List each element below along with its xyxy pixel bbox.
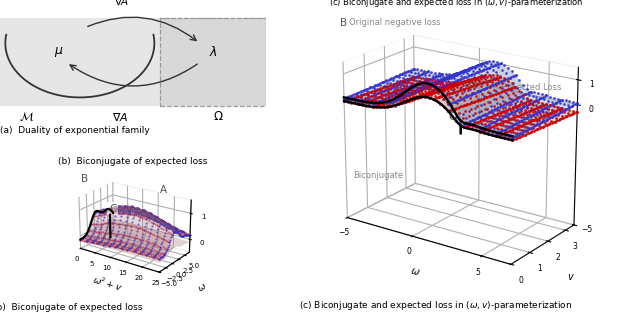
Y-axis label: $v$: $v$ [567,272,575,282]
Text: Biconjugate: Biconjugate [353,171,404,180]
Text: Expected Loss: Expected Loss [501,83,561,92]
Text: C: C [109,204,116,214]
Bar [160,18,266,106]
Text: $\nabla A$: $\nabla A$ [111,111,128,123]
Text: (b)  Biconjugate of expected loss: (b) Biconjugate of expected loss [58,157,208,166]
Text: $\mu$: $\mu$ [54,45,63,59]
Text: $\nabla A^*$: $\nabla A^*$ [115,0,136,8]
X-axis label: $\omega$: $\omega$ [409,266,421,278]
Y-axis label: $\omega$: $\omega$ [196,281,209,294]
Text: (c) Biconjugate and expected loss in $(\omega, v)$-parameterization: (c) Biconjugate and expected loss in $(\… [298,299,572,312]
Bar [160,18,266,106]
Text: Original negative loss: Original negative loss [349,18,441,27]
Text: $\mathcal{M}$: $\mathcal{M}$ [19,110,34,123]
Text: $\Omega$: $\Omega$ [213,110,223,123]
X-axis label: $\omega^2 + v$: $\omega^2 + v$ [91,273,124,294]
FancyBboxPatch shape [0,18,160,106]
Text: (b)  Biconjugate of expected loss: (b) Biconjugate of expected loss [0,303,142,312]
Text: A: A [159,185,166,195]
Text: $\lambda$: $\lambda$ [209,45,217,59]
Text: B: B [340,18,347,28]
Title: (c) Biconjugate and expected loss in $(\omega, v)$-parameterization: (c) Biconjugate and expected loss in $(\… [329,0,584,9]
Text: (a)  Duality of exponential family: (a) Duality of exponential family [0,126,150,135]
Text: C: C [448,112,455,122]
Text: B: B [81,174,88,184]
